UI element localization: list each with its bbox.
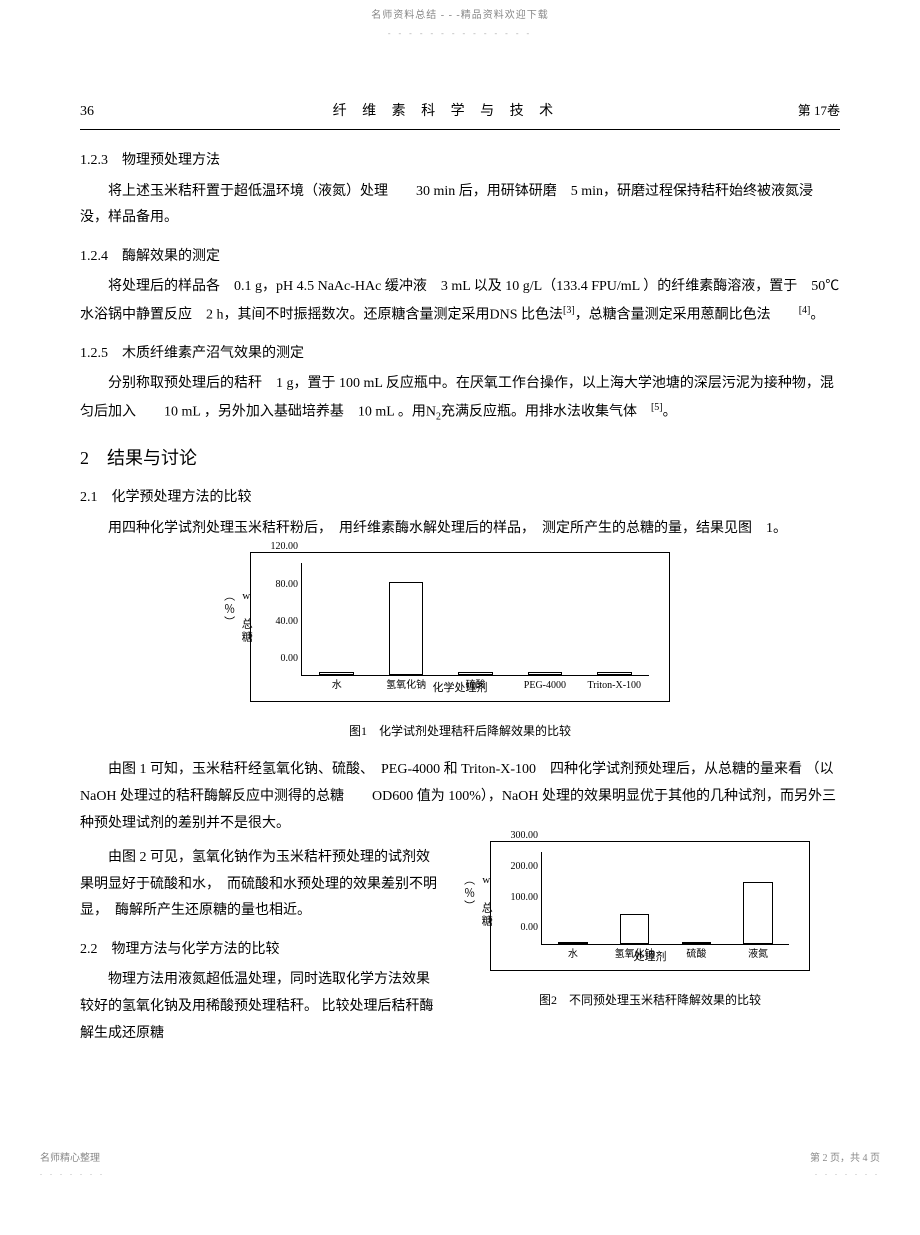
- chart1-y-tick: 80.00: [276, 577, 303, 593]
- two-column-layout: 由图 2 可见，氢氧化钠作为玉米秸杆预处理的试剂效果明显好于硫酸和水， 而硫酸和…: [80, 841, 840, 1051]
- heading-2: 2 结果与讨论: [80, 444, 840, 473]
- left-column: 由图 2 可见，氢氧化钠作为玉米秸杆预处理的试剂效果明显好于硫酸和水， 而硫酸和…: [80, 841, 440, 1051]
- chart2-x-label: 水: [568, 944, 578, 963]
- chart-2-bars-area: 0.00100.00200.00300.00水氢氧化钠硫酸液氮: [541, 852, 789, 945]
- top-watermark-dots: - - - - - - - - - - - - - -: [0, 28, 920, 101]
- page-header: 36 纤 维 素 科 学 与 技 术 第 17卷: [80, 101, 840, 130]
- chart2-y-tick: 200.00: [511, 859, 543, 875]
- chart-2-y-label: w 总糖（％）: [459, 874, 494, 938]
- para-2-2-a: 物理方法用液氮超低温处理，同时选取化学方法效果较好的氢氧化钠及用稀酸预处理秸秆。…: [80, 967, 440, 1047]
- footer-left: 名师精心整理 . . . . . . .: [40, 1151, 105, 1180]
- footer-right-dots: . . . . . . .: [810, 1167, 880, 1180]
- heading-2-2: 2.2 物理方法与化学方法的比较: [80, 939, 440, 961]
- chart1-bar: [389, 582, 424, 675]
- chart-1-container: w 总糖（％） 0.0040.0080.00120.00水氢氧化钠硫酸PEG-4…: [80, 552, 840, 741]
- page-content: 36 纤 维 素 科 学 与 技 术 第 17卷 1.2.3 物理预处理方法 将…: [0, 101, 920, 1051]
- chart-2-x-title: 处理剂: [634, 949, 667, 967]
- chart-1-x-title: 化学处理剂: [433, 680, 488, 698]
- chart-2-container: w 总糖（％） 0.00100.00200.00300.00水氢氧化钠硫酸液氮 …: [460, 841, 840, 1010]
- chart1-x-label: 水: [332, 675, 342, 694]
- right-column: w 总糖（％） 0.00100.00200.00300.00水氢氧化钠硫酸液氮 …: [460, 841, 840, 1010]
- chart1-y-tick: 40.00: [276, 614, 303, 630]
- para-2-1-b: 由图 1 可知，玉米秸秆经氢氧化钠、硫酸、 PEG-4000 和 Triton-…: [80, 757, 840, 837]
- ref-3: [3]: [563, 305, 575, 316]
- text-span: ，总糖含量测定采用蒽酮比色法: [575, 307, 799, 322]
- footer-right-text: 第 2 页，共 4 页: [810, 1151, 880, 1167]
- chart2-bar: [743, 882, 773, 944]
- chart2-y-tick: 0.00: [521, 920, 543, 936]
- footer-right: 第 2 页，共 4 页 . . . . . . .: [810, 1151, 880, 1180]
- chart1-y-tick: 120.00: [271, 539, 303, 555]
- chart-1-y-label: w 总糖（％）: [219, 590, 254, 664]
- chart2-x-label: 硫酸: [686, 944, 706, 963]
- ref-5: [5]: [651, 402, 663, 413]
- ref-4: [4]: [799, 305, 811, 316]
- heading-1-2-5: 1.2.5 木质纤维素产沼气效果的测定: [80, 343, 840, 365]
- page-number: 36: [80, 101, 94, 123]
- chart-1-bars-area: 0.0040.0080.00120.00水氢氧化钠硫酸PEG-4000Trito…: [301, 563, 649, 676]
- chart-1-caption: 图1 化学试剂处理秸秆后降解效果的比较: [349, 722, 571, 741]
- chart2-y-tick: 100.00: [511, 890, 543, 906]
- chart2-y-tick: 300.00: [511, 828, 543, 844]
- chart-1: w 总糖（％） 0.0040.0080.00120.00水氢氧化钠硫酸PEG-4…: [250, 552, 670, 702]
- heading-1-2-4: 1.2.4 酶解效果的测定: [80, 246, 840, 268]
- heading-1-2-3: 1.2.3 物理预处理方法: [80, 150, 840, 172]
- text-span: 。: [810, 307, 824, 322]
- para-1-2-5: 分别称取预处理后的秸秆 1 g，置于 100 mL 反应瓶中。在厌氧工作台操作，…: [80, 371, 840, 426]
- journal-title: 纤 维 素 科 学 与 技 术: [333, 101, 560, 123]
- footer-left-dots: . . . . . . .: [40, 1167, 105, 1180]
- para-2-1-a: 用四种化学试剂处理玉米秸秆粉后， 用纤维素酶水解处理后的样品， 测定所产生的总糖…: [80, 516, 840, 543]
- para-2-1-c: 由图 2 可见，氢氧化钠作为玉米秸杆预处理的试剂效果明显好于硫酸和水， 而硫酸和…: [80, 845, 440, 925]
- heading-2-1: 2.1 化学预处理方法的比较: [80, 487, 840, 509]
- chart1-x-label: Triton-X-100: [588, 675, 642, 694]
- chart1-x-label: 氢氧化钠: [386, 675, 426, 694]
- para-1-2-4: 将处理后的样品各 0.1 g，pH 4.5 NaAc-HAc 缓冲液 3 mL …: [80, 274, 840, 329]
- chart1-x-label: PEG-4000: [524, 675, 566, 694]
- chart-2-caption: 图2 不同预处理玉米秸秆降解效果的比较: [539, 991, 761, 1010]
- text-span: 。: [663, 405, 677, 420]
- top-watermark: 名师资料总结 - - -精品资料欢迎下载: [0, 0, 920, 28]
- volume-label: 第 17卷: [798, 101, 840, 122]
- chart1-y-tick: 0.00: [281, 651, 303, 667]
- para-1-2-3: 将上述玉米秸秆置于超低温环境（液氮）处理 30 min 后，用研钵研磨 5 mi…: [80, 179, 840, 232]
- page-footer: 名师精心整理 . . . . . . . 第 2 页，共 4 页 . . . .…: [0, 1151, 920, 1200]
- chart-2: w 总糖（％） 0.00100.00200.00300.00水氢氧化钠硫酸液氮 …: [490, 841, 810, 971]
- footer-left-text: 名师精心整理: [40, 1151, 105, 1167]
- text-span: 充满反应瓶。用排水法收集气体: [441, 405, 651, 420]
- chart2-x-label: 液氮: [748, 944, 768, 963]
- chart2-bar: [620, 914, 650, 945]
